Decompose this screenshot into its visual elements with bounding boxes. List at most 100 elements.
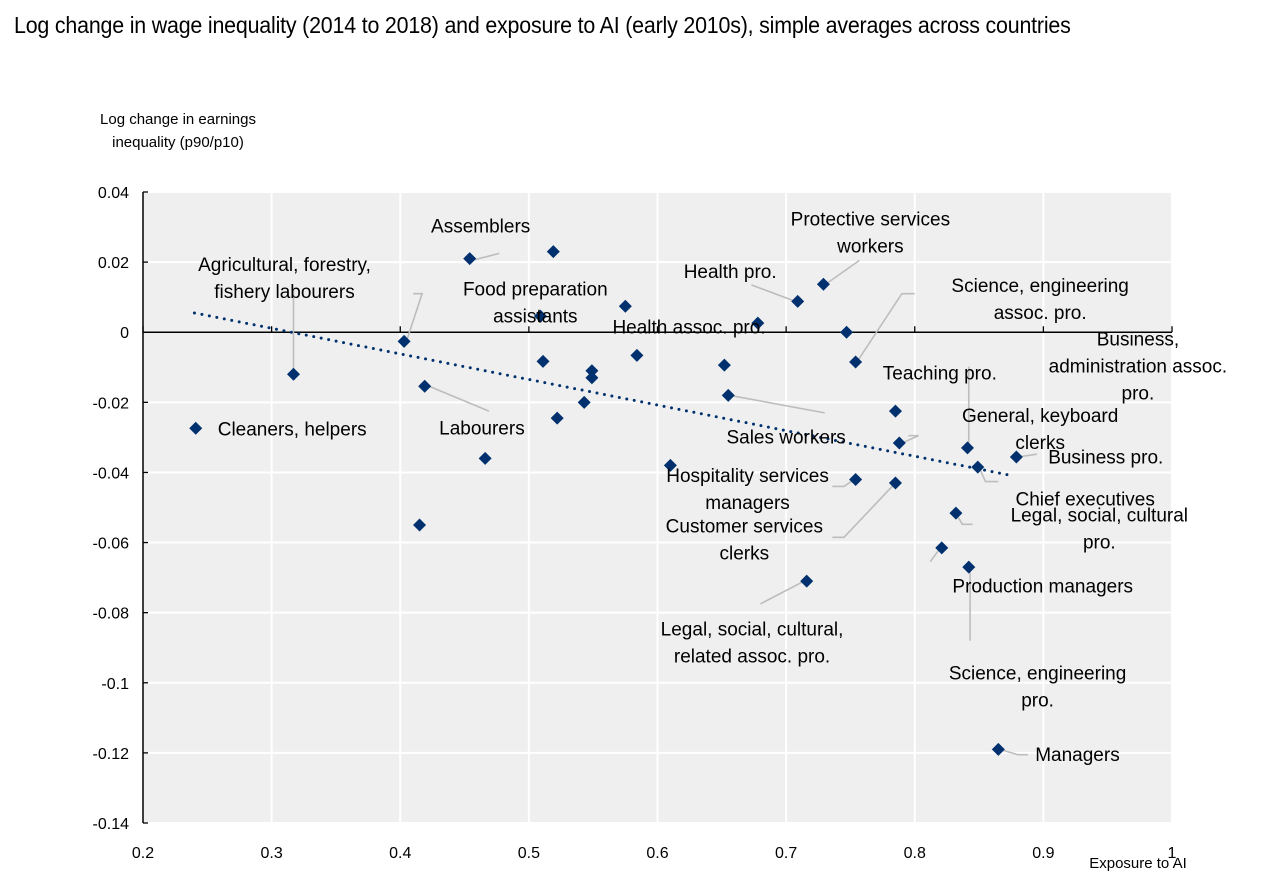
point-label: assoc. pro.: [994, 303, 1087, 324]
point-label: Health assoc. pro.: [612, 317, 765, 338]
data-point: [800, 574, 814, 588]
data-point: [849, 472, 863, 486]
data-point: [413, 518, 427, 532]
data-point: [960, 441, 974, 455]
data-point: [892, 436, 906, 450]
data-point: [618, 299, 632, 313]
point-label: Managers: [1035, 745, 1120, 766]
x-tick-label: 0.9: [1032, 845, 1054, 862]
point-label: General, keyboard: [962, 406, 1118, 427]
point-label: managers: [705, 493, 790, 514]
data-point: [971, 460, 985, 474]
y-tick-label: -0.02: [93, 395, 130, 412]
point-label: administration assoc.: [1049, 357, 1227, 378]
data-point: [478, 451, 492, 465]
data-point: [991, 742, 1005, 756]
chart-title: Log change in wage inequality (2014 to 2…: [14, 12, 1071, 38]
data-point: [1009, 450, 1023, 464]
point-label: related assoc. pro.: [674, 646, 830, 667]
point-label: Health pro.: [684, 262, 777, 283]
leader-line: [856, 292, 915, 363]
data-point: [849, 355, 863, 369]
leader-line: [729, 394, 825, 414]
leader-line: [426, 384, 490, 412]
point-label: Protective services: [791, 209, 950, 230]
leader-line: [824, 259, 860, 286]
leader-line: [978, 466, 999, 483]
point-label: Business,: [1097, 330, 1179, 351]
data-point: [585, 371, 599, 385]
axes: [142, 191, 1173, 824]
point-label: Cleaners, helpers: [218, 419, 367, 440]
y-tick-label: 0: [120, 325, 129, 342]
y-tick-label: -0.1: [101, 676, 129, 693]
x-tick-label: 0.8: [904, 845, 926, 862]
point-label: Labourers: [439, 419, 525, 440]
data-point: [663, 458, 677, 472]
x-tick-label: 0.2: [132, 845, 154, 862]
point-label: Teaching pro.: [883, 364, 997, 385]
data-point: [550, 411, 564, 425]
data-points: [189, 245, 1023, 756]
point-label: Chief executives: [1015, 490, 1154, 511]
point-label: clerks: [720, 544, 770, 565]
point-label: Science, engineering: [949, 663, 1126, 684]
leader-line: [900, 434, 919, 445]
data-point: [286, 367, 300, 381]
point-label: Business pro.: [1048, 448, 1163, 469]
point-label: Agricultural, forestry,: [198, 255, 371, 276]
y-axis-title-line2: inequality (p90/p10): [112, 134, 244, 151]
data-point: [962, 560, 976, 574]
point-label: clerks: [1015, 433, 1065, 454]
point-label: Assemblers: [431, 216, 530, 237]
leader-line: [999, 748, 1028, 756]
trendline: [192, 311, 1016, 478]
data-point: [585, 364, 599, 378]
point-label: assistants: [493, 306, 577, 327]
data-point: [189, 421, 203, 435]
data-point: [935, 541, 949, 555]
y-tick-label: -0.14: [93, 816, 130, 833]
leader-line: [760, 579, 806, 605]
point-label: pro.: [1021, 690, 1054, 711]
point-label: Food preparation: [463, 279, 608, 300]
y-tick-label: -0.12: [93, 746, 130, 763]
trendline-dotted: [192, 311, 1016, 478]
data-point: [888, 476, 902, 490]
y-tick-label: -0.04: [93, 465, 130, 482]
x-tick-label: 1: [1168, 845, 1177, 862]
leader-line: [405, 292, 424, 341]
data-point: [546, 245, 560, 259]
data-point: [577, 395, 591, 409]
data-point: [840, 325, 854, 339]
y-tick-label: 0.04: [98, 185, 129, 202]
point-label: Legal, social, cultural,: [661, 619, 844, 640]
leader-line: [472, 252, 500, 262]
point-label: workers: [836, 236, 904, 257]
point-label: Science, engineering: [951, 276, 1128, 297]
y-tick-label: 0.02: [98, 255, 129, 272]
leader-line: [832, 482, 897, 539]
y-tick-label: -0.08: [93, 606, 130, 623]
y-tick-label: -0.06: [93, 536, 130, 553]
x-tick-label: 0.6: [646, 845, 668, 862]
x-tick-label: 0.3: [261, 845, 283, 862]
point-label: pro.: [1083, 533, 1116, 554]
data-point: [721, 388, 735, 402]
x-axis-title: Exposure to AI: [1089, 855, 1187, 872]
data-point: [418, 379, 432, 393]
x-tick-label: 0.5: [518, 845, 540, 862]
data-point: [717, 358, 731, 372]
data-point: [888, 404, 902, 418]
data-point: [463, 252, 477, 266]
point-label: Customer services: [666, 517, 823, 538]
data-point: [751, 316, 765, 330]
data-point: [536, 354, 550, 368]
point-label: fishery labourers: [214, 282, 354, 303]
point-label: pro.: [1122, 384, 1155, 405]
leader-lines: [292, 252, 1038, 756]
data-point: [533, 309, 547, 323]
point-label: Hospitality services: [666, 466, 829, 487]
leader-line: [832, 478, 855, 488]
point-label: Legal, social, cultural: [1011, 506, 1188, 527]
